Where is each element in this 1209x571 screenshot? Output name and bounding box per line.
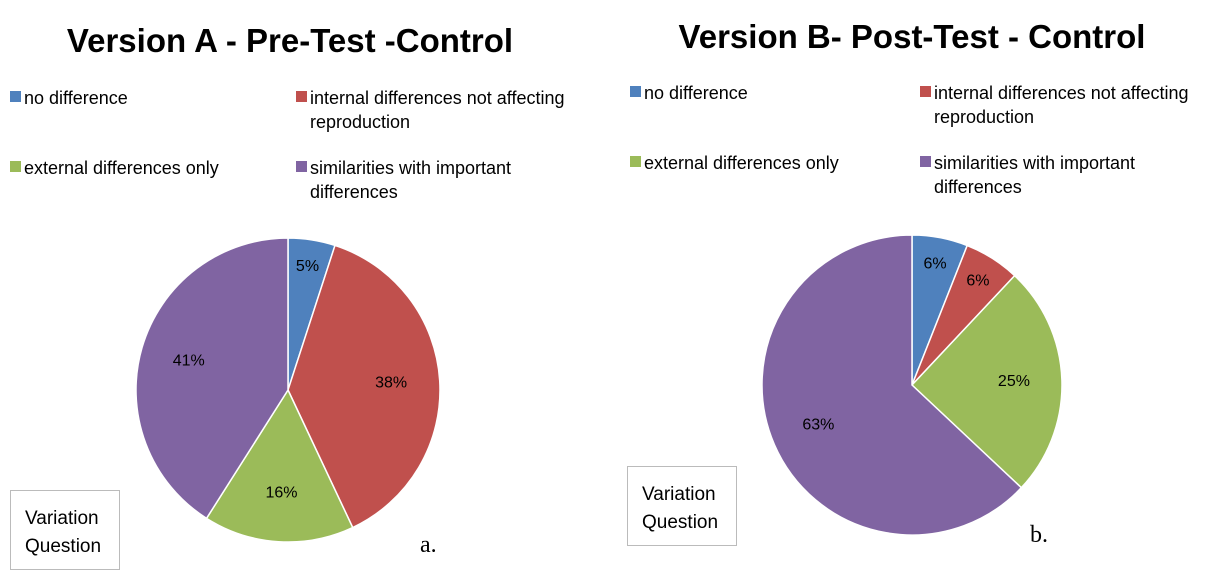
legend-item: external differences only: [630, 151, 899, 175]
data-label: 25%: [998, 373, 1030, 390]
pie-slice: [910, 274, 1063, 489]
data-label: 63%: [802, 417, 834, 434]
legend-label: similarities with important differences: [934, 153, 1136, 197]
legend-swatch: [296, 161, 307, 172]
legend-label: external differences only: [644, 153, 839, 173]
data-label: 38%: [375, 375, 407, 392]
data-label: 6%: [923, 255, 946, 272]
panel-tag: a.: [420, 532, 437, 558]
legend-label: internal differences not affecting repro…: [934, 83, 1189, 127]
panel-tag: b.: [1030, 522, 1048, 548]
legend-swatch: [10, 161, 21, 172]
annotation-box: Variation Question: [10, 490, 120, 570]
pie-slice: [761, 234, 1023, 536]
data-label: 16%: [265, 484, 297, 501]
pie-slice: [287, 244, 441, 529]
legend-swatch: [630, 156, 641, 167]
legend-item: internal differences not affecting repro…: [920, 81, 1189, 129]
legend-swatch: [920, 156, 931, 167]
legend-label: internal differences not affecting repro…: [310, 88, 565, 132]
legend-item: internal differences not affecting repro…: [296, 86, 565, 134]
pie-slice: [205, 388, 354, 543]
data-label: 5%: [296, 258, 319, 275]
legend-swatch: [630, 86, 641, 97]
legend-swatch: [920, 86, 931, 97]
data-label: 41%: [173, 352, 205, 369]
data-label: 6%: [966, 272, 989, 289]
legend-label: no difference: [24, 88, 128, 108]
pie-slice: [135, 237, 289, 520]
legend-swatch: [10, 91, 21, 102]
chart-title: Version A - Pre-Test -Control: [66, 22, 514, 59]
legend-item: similarities with important differences: [296, 156, 565, 204]
legend-item: similarities with important differences: [920, 151, 1189, 199]
annotation-box: Variation Question: [627, 466, 737, 546]
legend-swatch: [296, 91, 307, 102]
legend-item: no difference: [630, 81, 899, 105]
legend-item: external differences only: [10, 156, 279, 180]
chart-title: Version B- Post-Test - Control: [678, 18, 1146, 55]
legend-label: similarities with important differences: [310, 158, 512, 202]
legend-label: external differences only: [24, 158, 219, 178]
legend-item: no difference: [10, 86, 279, 110]
legend-label: no difference: [644, 83, 748, 103]
